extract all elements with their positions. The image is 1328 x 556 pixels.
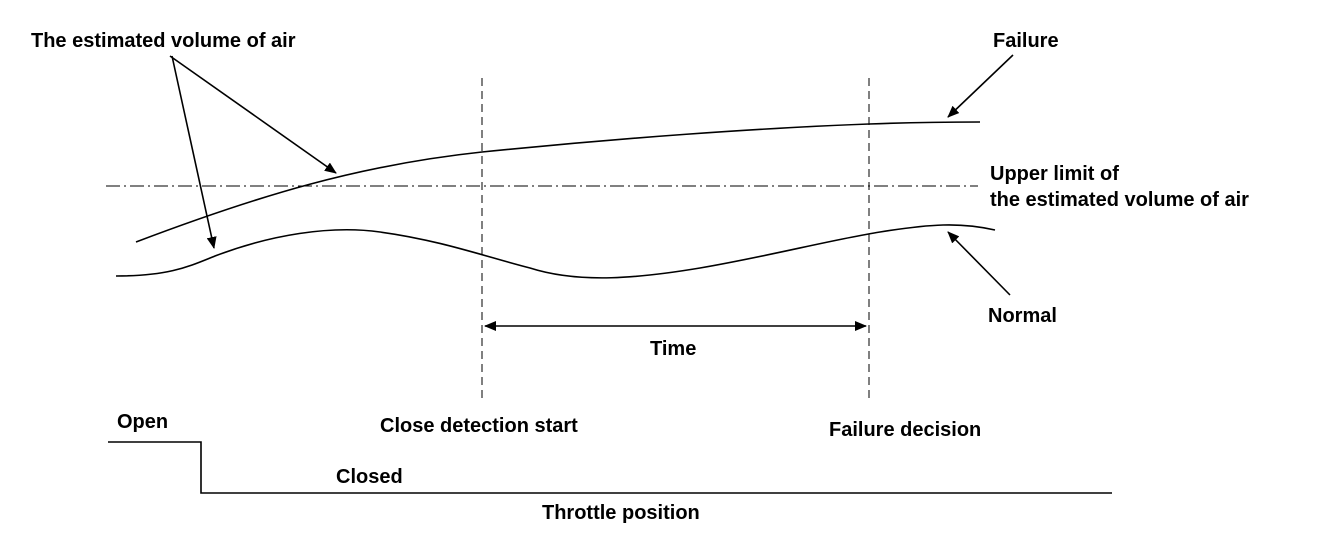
- upper-limit-label-line1: Upper limit of: [990, 163, 1119, 185]
- failure-label: Failure: [993, 30, 1059, 52]
- normal-arrow: [947, 231, 1011, 296]
- normal-label: Normal: [988, 305, 1057, 327]
- failure-curve: [135, 121, 981, 243]
- time-label: Time: [650, 338, 696, 360]
- closed-label: Closed: [336, 466, 403, 488]
- failure-decision-label: Failure decision: [829, 419, 981, 441]
- normal-curve: [115, 224, 996, 279]
- failure-arrow: [947, 54, 1014, 118]
- open-label: Open: [117, 411, 168, 433]
- estimated-volume-label: The estimated volume of air: [31, 30, 296, 52]
- estimated-volume-arrow-upper: [169, 55, 337, 174]
- throttle-position-label: Throttle position: [542, 502, 700, 524]
- upper-limit-label-line2: the estimated volume of air: [990, 189, 1249, 211]
- close-detection-start-label: Close detection start: [380, 415, 578, 437]
- throttle-position-line: [108, 441, 1112, 494]
- estimated-volume-arrow-lower: [171, 55, 217, 249]
